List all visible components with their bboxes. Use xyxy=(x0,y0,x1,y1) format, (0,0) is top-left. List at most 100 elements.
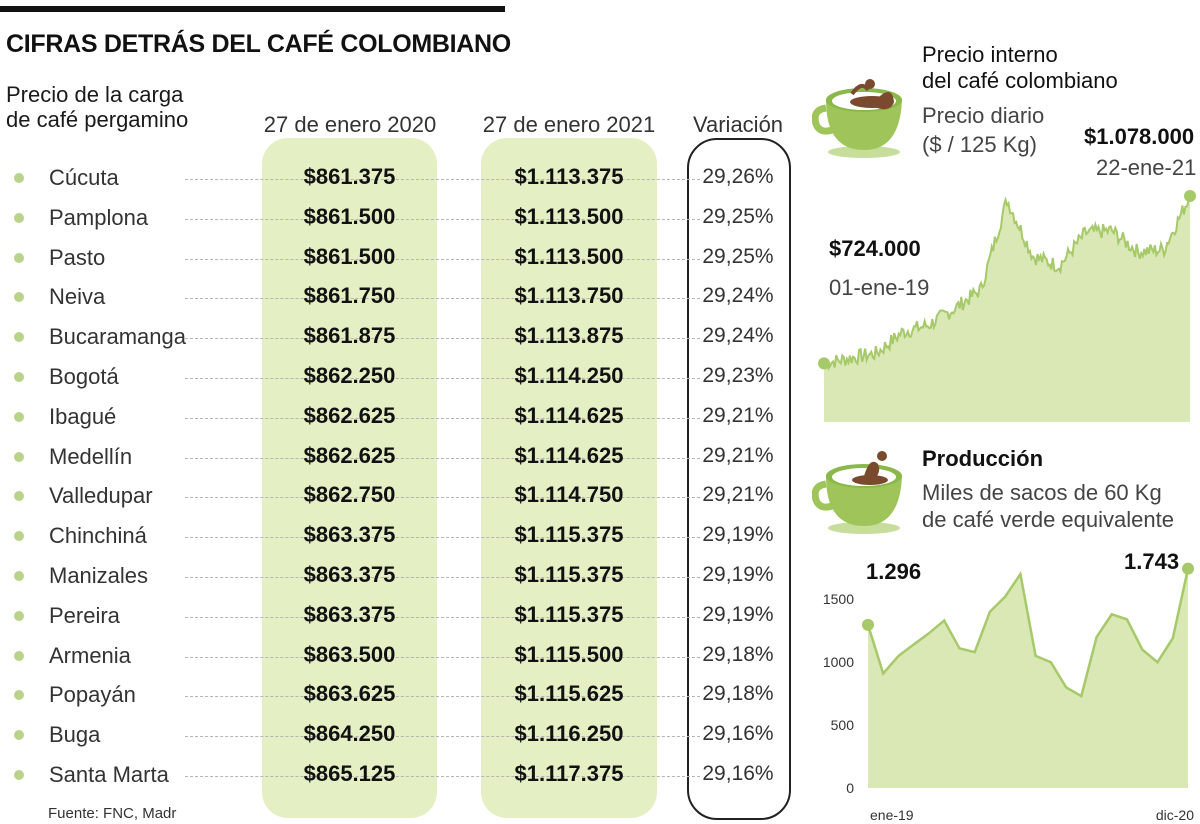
row-price-2020: $861.500 xyxy=(303,203,396,229)
row-bullet xyxy=(14,212,24,223)
row-city: Bogotá xyxy=(49,364,119,389)
row-bullet xyxy=(14,372,24,382)
row-variation: 29,21% xyxy=(702,483,774,507)
production-end-value: 1.743 xyxy=(1124,549,1180,574)
row-city: Pamplona xyxy=(49,204,149,230)
source-note: Fuente: FNC, Madr xyxy=(48,805,177,822)
row-variation: 29,19% xyxy=(702,523,774,547)
row-bullet xyxy=(14,292,24,303)
row-price-2021: $1.113.875 xyxy=(514,323,624,349)
row-bullet xyxy=(14,531,24,542)
row-variation: 29,16% xyxy=(702,722,774,746)
table-row: Chinchiná $863.375 $1.115.375 29,19% xyxy=(0,517,800,557)
production-chart-subtitle-line2: de café verde equivalente xyxy=(922,507,1174,532)
row-city: Chinchiná xyxy=(49,523,147,549)
row-price-2020: $863.625 xyxy=(303,681,396,707)
row-leader-line xyxy=(185,497,700,499)
row-variation: 29,21% xyxy=(702,403,774,427)
production-start-point xyxy=(862,618,874,631)
table-row: Bucaramanga $861.875 $1.113.875 29,24% xyxy=(0,318,800,358)
column-header-2021: 27 de enero 2021 xyxy=(482,112,656,137)
x-tick-label: ene-19 xyxy=(870,807,914,823)
row-bullet xyxy=(14,571,24,581)
row-price-2020: $864.250 xyxy=(303,721,396,747)
title-rule xyxy=(0,6,505,12)
production-area xyxy=(868,568,1188,788)
table-subtitle-line2: de café pergamino xyxy=(6,107,189,132)
row-leader-line xyxy=(185,179,700,180)
row-bullet xyxy=(14,332,24,343)
row-leader-line xyxy=(185,656,700,658)
row-bullet xyxy=(14,730,24,741)
row-price-2021: $1.115.375 xyxy=(514,522,624,548)
table-row: Buga $864.250 $1.116.250 29,16% xyxy=(0,716,800,756)
row-variation: 29,21% xyxy=(702,443,774,467)
price-chart-title: Precio interno del café colombiano xyxy=(922,42,1118,94)
row-price-2020: $862.750 xyxy=(303,482,396,508)
row-city: Popayán xyxy=(49,682,136,708)
y-tick-label: 0 xyxy=(846,780,854,796)
row-price-2021: $1.115.375 xyxy=(514,601,624,627)
row-price-2020: $862.250 xyxy=(303,363,396,388)
row-price-2021: $1.114.250 xyxy=(514,363,624,388)
row-city: Manizales xyxy=(49,563,149,588)
price-peak-value: $1.078.000 xyxy=(1084,124,1195,149)
row-price-2020: $863.375 xyxy=(303,522,396,548)
production-chart-title: Producción xyxy=(922,446,1044,471)
row-variation: 29,18% xyxy=(702,642,774,666)
row-leader-line xyxy=(185,298,700,300)
y-tick-label: 1500 xyxy=(823,591,854,607)
row-leader-line xyxy=(185,258,700,260)
row-price-2021: $1.113.500 xyxy=(514,203,624,229)
row-price-2020: $861.750 xyxy=(303,283,396,309)
table-row: Popayán $863.625 $1.115.625 29,18% xyxy=(0,676,800,716)
row-variation: 29,16% xyxy=(702,762,774,785)
table-subtitle: Precio de la carga de café pergamino xyxy=(6,82,188,132)
table-row: Medellín $862.625 $1.114.625 29,21% xyxy=(0,438,800,478)
table-row: Ibagué $862.625 $1.114.625 29,21% xyxy=(0,398,800,438)
row-bullet xyxy=(14,411,24,422)
price-start-point xyxy=(818,357,830,370)
row-leader-line xyxy=(185,338,700,340)
row-price-2020: $865.125 xyxy=(303,761,396,786)
row-price-2020: $861.500 xyxy=(303,243,396,269)
row-price-2021: $1.117.375 xyxy=(514,761,624,786)
row-city: Cúcuta xyxy=(49,165,119,190)
row-variation: 29,24% xyxy=(702,324,774,348)
row-bullet xyxy=(14,252,24,263)
row-price-2020: $862.625 xyxy=(303,402,396,428)
price-start-value: $724.000 xyxy=(829,236,921,261)
row-price-2020: $861.375 xyxy=(303,164,396,189)
row-variation: 29,25% xyxy=(702,244,774,268)
row-city: Bucaramanga xyxy=(49,324,186,350)
price-chart-subtitle: Precio diario ($ / 125 Kg) xyxy=(922,101,1044,159)
row-variation: 29,19% xyxy=(702,563,774,586)
row-leader-line xyxy=(185,378,700,379)
row-variation: 29,25% xyxy=(702,204,774,228)
production-end-point xyxy=(1182,562,1194,575)
row-variation: 29,26% xyxy=(702,165,774,188)
row-city: Armenia xyxy=(49,642,131,668)
row-price-2020: $862.625 xyxy=(303,442,396,468)
row-leader-line xyxy=(185,696,700,698)
row-leader-line xyxy=(185,457,700,459)
production-line xyxy=(866,568,1190,699)
table-row: Cúcuta $861.375 $1.113.375 29,26% xyxy=(0,159,800,199)
row-price-2021: $1.113.500 xyxy=(514,243,624,269)
row-city: Santa Marta xyxy=(49,762,169,787)
row-price-2020: $863.375 xyxy=(303,562,396,587)
row-leader-line xyxy=(185,417,700,419)
row-city: Ibagué xyxy=(49,403,117,429)
column-2020-highlight xyxy=(262,138,437,818)
row-price-2021: $1.114.750 xyxy=(514,482,624,508)
row-price-2021: $1.116.250 xyxy=(514,721,624,747)
price-chart-subtitle-line2: ($ / 125 Kg) xyxy=(922,132,1037,157)
row-price-2021: $1.114.625 xyxy=(514,402,624,428)
row-price-2021: $1.115.500 xyxy=(514,641,624,667)
price-chart-title-line1: Precio interno xyxy=(922,42,1058,67)
row-price-2021: $1.115.625 xyxy=(514,681,624,707)
row-leader-line xyxy=(185,218,700,220)
row-leader-line xyxy=(185,616,700,618)
table-subtitle-line1: Precio de la carga xyxy=(6,82,184,107)
production-chart-subtitle-line1: Miles de sacos de 60 Kg xyxy=(922,480,1162,505)
